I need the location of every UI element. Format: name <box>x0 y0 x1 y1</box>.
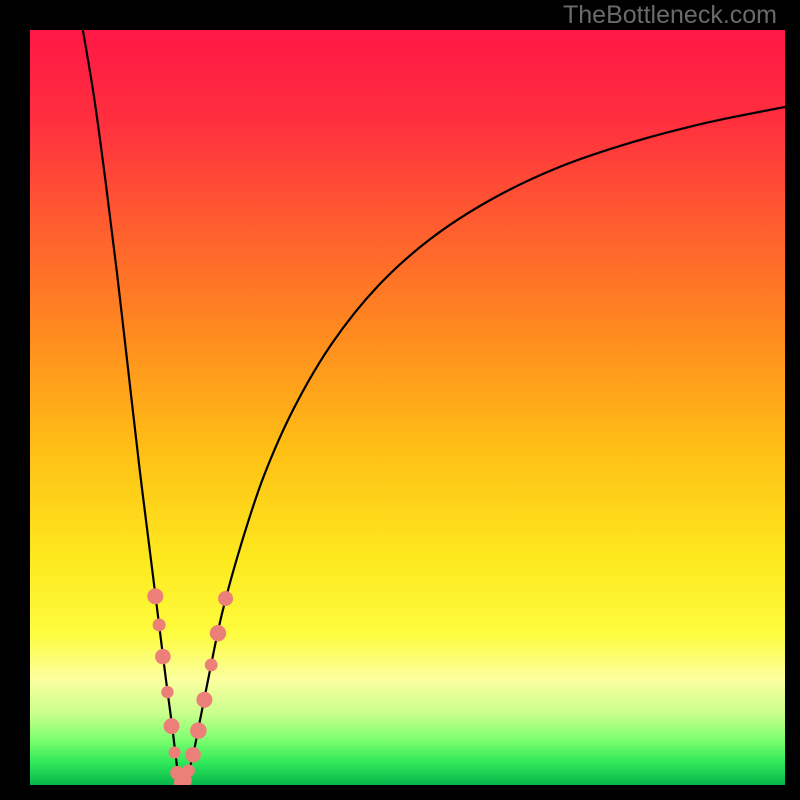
data-marker <box>164 718 180 734</box>
data-marker <box>185 747 201 763</box>
data-marker <box>147 588 163 604</box>
chart-overlay <box>0 0 800 800</box>
watermark-text: TheBottleneck.com <box>563 1 777 30</box>
data-marker <box>182 764 195 777</box>
bottleneck-chart: TheBottleneck.com <box>0 0 800 800</box>
data-marker <box>210 625 226 641</box>
data-marker <box>190 722 207 739</box>
data-marker <box>169 747 181 759</box>
bottleneck-curve <box>83 30 785 785</box>
data-marker <box>218 591 233 606</box>
data-marker <box>155 649 171 665</box>
data-marker <box>161 686 173 698</box>
data-marker <box>153 618 166 631</box>
data-marker <box>205 659 218 672</box>
data-marker <box>196 692 212 708</box>
